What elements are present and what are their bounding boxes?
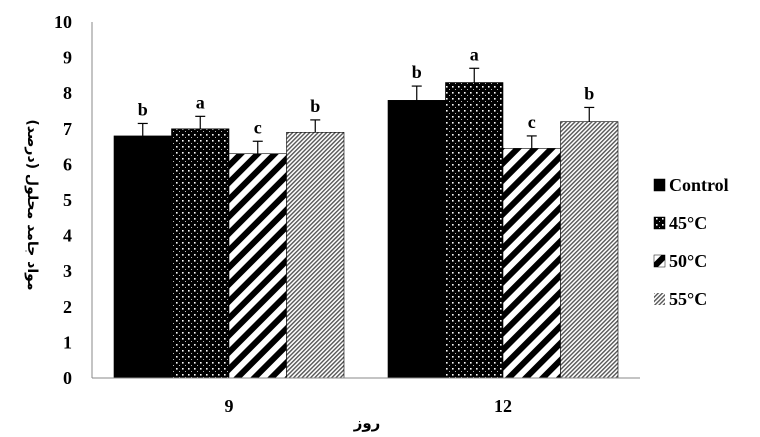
y-tick-label: 4 xyxy=(63,226,72,246)
significance-letter: c xyxy=(528,112,536,132)
legend-label: 50°C xyxy=(669,251,707,271)
legend-label: Control xyxy=(669,175,729,195)
x-axis-title: روز xyxy=(353,414,381,432)
y-tick-label: 7 xyxy=(63,119,72,139)
legend-label: 45°C xyxy=(669,213,707,233)
y-axis-label: مواد جامد محلول (درصد) xyxy=(24,119,40,290)
bars-group xyxy=(113,82,619,379)
significance-letter: a xyxy=(470,44,479,64)
significance-letter: c xyxy=(254,117,262,137)
bar-solid xyxy=(387,100,446,379)
bar-dots xyxy=(445,82,504,379)
significance-letter: a xyxy=(196,92,205,112)
legend: Control 45°C 50°C 55°C xyxy=(653,175,729,309)
legend-swatch-wide-diagonal xyxy=(653,254,666,268)
bar-dense-diagonal xyxy=(286,132,345,379)
significance-letter: b xyxy=(584,83,594,103)
legend-swatch-solid xyxy=(653,178,666,192)
y-tick-label: 10 xyxy=(54,12,72,32)
y-tick-label: 5 xyxy=(63,190,72,210)
bar-wide-diagonal xyxy=(502,148,561,379)
y-tick-label: 0 xyxy=(63,368,72,388)
y-tick-labels: 0 1 2 3 4 5 6 7 8 9 10 xyxy=(54,12,72,388)
legend-label: 55°C xyxy=(669,289,707,309)
legend-swatch-dense-diagonal xyxy=(654,293,665,305)
y-tick-label: 6 xyxy=(63,154,72,174)
y-tick-label: 1 xyxy=(63,332,72,352)
significance-letter: b xyxy=(310,96,320,116)
x-tick-labels: 9 12 xyxy=(225,396,513,416)
significance-letter: b xyxy=(412,62,422,82)
bar-dense-diagonal xyxy=(560,121,619,379)
bar-dots xyxy=(171,128,230,379)
y-tick-label: 3 xyxy=(63,261,72,281)
significance-letter: b xyxy=(138,99,148,119)
bar-solid xyxy=(113,135,172,379)
y-axis-title: مواد جامد محلول (درصد) xyxy=(24,119,40,290)
error-bars-group xyxy=(137,67,595,154)
significance-letters-group: b a c b b a c b xyxy=(138,44,595,137)
y-tick-label: 2 xyxy=(63,297,72,317)
bar-wide-diagonal xyxy=(228,153,287,379)
x-tick-label: 9 xyxy=(225,396,234,416)
y-tick-label: 9 xyxy=(63,48,72,68)
x-tick-label: 12 xyxy=(494,396,512,416)
y-tick-label: 8 xyxy=(63,83,72,103)
legend-swatch-dots xyxy=(653,216,666,230)
